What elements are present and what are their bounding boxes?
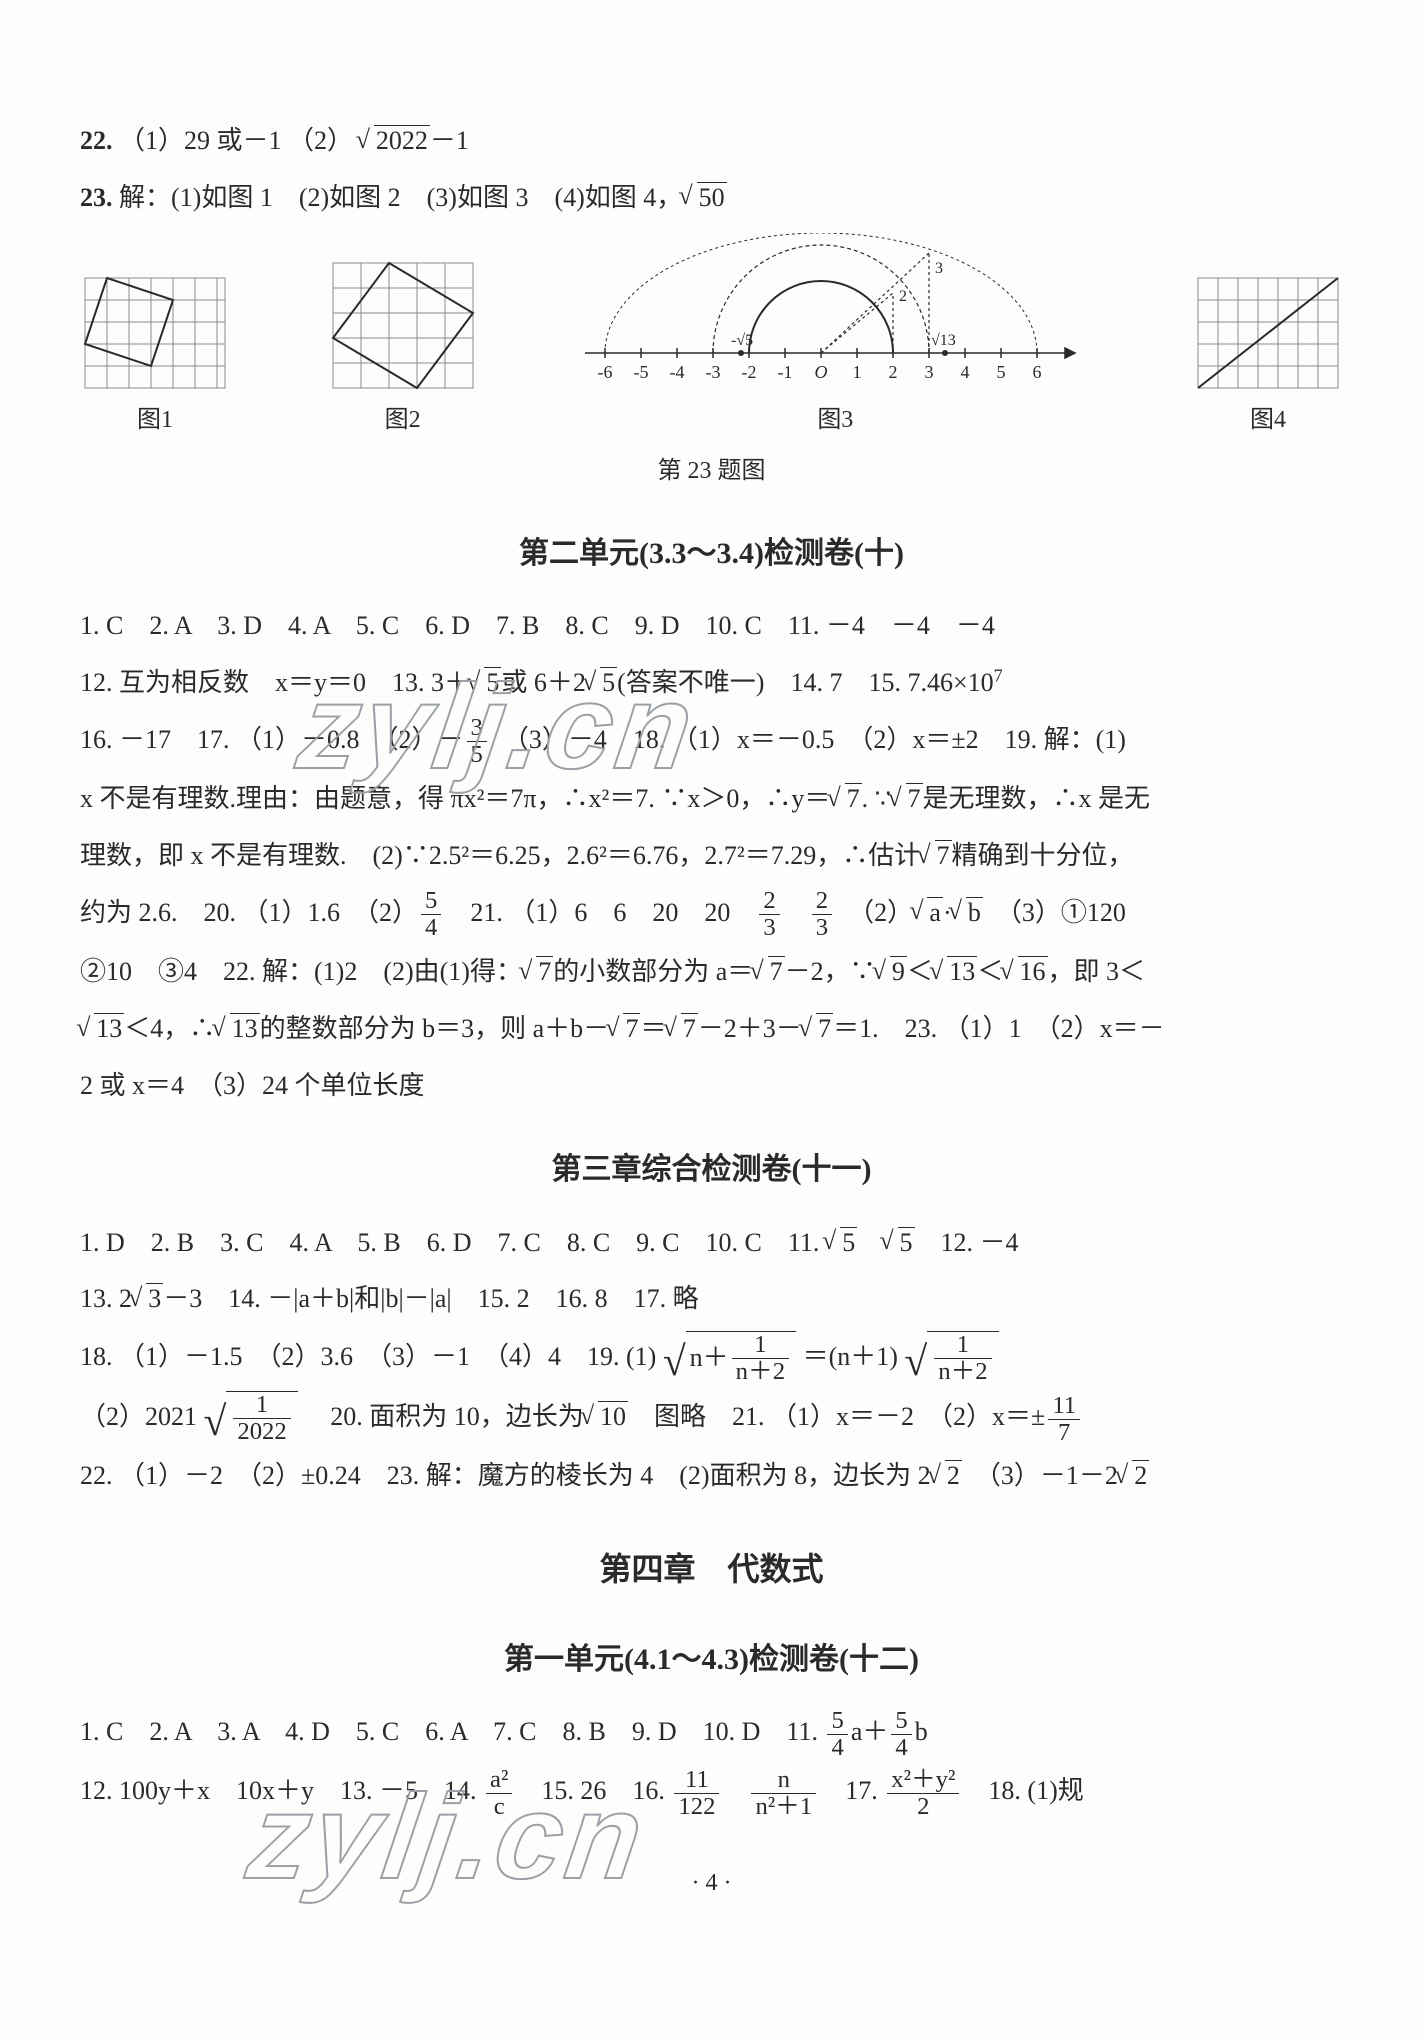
sec12-row1: 1. C 2. A 3. A 4. D 5. C 6. A 7. C 8. B … [80, 1707, 1343, 1760]
q22-part1: （1）29 或－1 [119, 126, 282, 155]
svg-text:2: 2 [889, 362, 898, 382]
sec10-row1: 1. C 2. A 3. D 4. A 5. C 6. D 7. B 8. C … [80, 601, 1343, 652]
chapter-4-title: 第四章 代数式 [80, 1538, 1343, 1600]
answer-22: 22. （1）29 或－1 （2） 2022－1 [80, 116, 1343, 167]
sec11-row1: 1. D 2. B 3. C 4. A 5. B 6. D 7. C 8. C … [80, 1218, 1343, 1269]
sec11-row5: 22. （1）－2 （2）±0.24 23. 解：魔方的棱长为 4 (2)面积为… [80, 1451, 1343, 1502]
figure-4-svg [1193, 273, 1343, 393]
sec10-row9: 2 或 x＝4 （3）24 个单位长度 [80, 1061, 1343, 1112]
sec10-row6: 约为 2.6. 20. （1）1.6 （2）54 21. （1）6 6 20 2… [80, 888, 1343, 941]
sec11-row2: 13. 23－3 14. －|a＋b|和|b|－|a| 15. 2 16. 8 … [80, 1274, 1343, 1325]
figure-4: 图4 [1193, 273, 1343, 444]
sec11-row3: 18. （1）－1.5 （2）3.6 （3）－1 （4）4 19. (1) √n… [80, 1331, 1343, 1385]
svg-text:5: 5 [997, 362, 1006, 382]
q22-num: 22. [80, 126, 113, 155]
svg-text:√13: √13 [931, 332, 956, 349]
svg-text:-2: -2 [742, 362, 757, 382]
q23-sqrt: 50 [682, 173, 726, 224]
figure-row: 图1 图2 [80, 233, 1343, 444]
figure-1: 图1 [80, 273, 230, 444]
svg-text:-5: -5 [634, 362, 649, 382]
figure-1-svg [80, 273, 230, 393]
sec10-row4: x 不是有理数.理由：由题意，得 πx²＝7π，∴x²＝7. ∵x＞0，∴y＝7… [80, 774, 1343, 825]
section-11-title: 第三章综合检测卷(十一) [80, 1141, 1343, 1200]
page-number: · 4 · [80, 1860, 1343, 1907]
q22-part2-label: （2） [288, 126, 353, 155]
sec11-bigsqrt-rhs: √1n＋2 [904, 1331, 998, 1385]
figure-3-svg: -6 -5 -4 -3 -2 -1 O 1 2 3 4 5 6 [575, 233, 1095, 393]
answer-23: 23. 解：(1)如图 1 (2)如图 2 (3)如图 3 (4)如图 4，50 [80, 173, 1343, 224]
sec10-row8: 13＜4，∴13的整数部分为 b＝3，则 a＋b－7＝7－2＋3－7＝1. 23… [80, 1004, 1343, 1055]
svg-text:-3: -3 [706, 362, 721, 382]
sec11-bigsqrt-lhs: √n＋1n＋2 [663, 1331, 796, 1385]
svg-text:6: 6 [1033, 362, 1042, 382]
sec10-row3: 16. －17 17. （1）－0.8 （2）－35 （3）－4 18. （1）… [80, 715, 1343, 768]
sec10-row2: 12. 互为相反数 x＝y＝0 13. 3＋5或 6＋25(答案不唯一) 14.… [80, 658, 1343, 709]
q22-minus1: －1 [430, 126, 469, 155]
figure-3-caption: 图3 [575, 397, 1095, 444]
svg-text:-4: -4 [670, 362, 685, 382]
figure-2-caption: 图2 [328, 397, 478, 444]
figure-3: -6 -5 -4 -3 -2 -1 O 1 2 3 4 5 6 [575, 233, 1095, 444]
svg-text:O: O [815, 362, 828, 382]
svg-text:-1: -1 [778, 362, 793, 382]
section-12-title: 第一单元(4.1～4.3)检测卷(十二) [80, 1631, 1343, 1690]
sec10-row5: 理数，即 x 不是有理数. (2)∵2.5²＝6.25，2.6²＝6.76，2.… [80, 831, 1343, 882]
svg-text:1: 1 [853, 362, 862, 382]
figure-2-svg [328, 258, 478, 393]
figure-4-caption: 图4 [1193, 397, 1343, 444]
section-10-title: 第二单元(3.3～3.4)检测卷(十) [80, 525, 1343, 584]
figure-1-caption: 图1 [80, 397, 230, 444]
svg-text:-√5: -√5 [731, 332, 753, 349]
svg-text:3: 3 [935, 260, 943, 277]
q22-sqrt: 2022 [360, 116, 430, 167]
sec11-bigsqrt-2021: √12022 [204, 1391, 298, 1445]
q23-num: 23. [80, 183, 113, 212]
figure-2: 图2 [328, 258, 478, 444]
svg-text:2: 2 [899, 288, 907, 305]
svg-text:-6: -6 [598, 362, 613, 382]
sec10-row7: ②10 ③4 22. 解：(1)2 (2)由(1)得：7的小数部分为 a＝7－2… [80, 947, 1343, 998]
svg-text:4: 4 [961, 362, 970, 382]
figure-group-caption: 第 23 题图 [80, 448, 1343, 495]
page: 22. （1）29 或－1 （2） 2022－1 23. 解：(1)如图 1 (… [0, 0, 1423, 2041]
sec11-row4: （2）2021 √12022 20. 面积为 10，边长为10 图略 21. （… [80, 1391, 1343, 1445]
q23-text: 解：(1)如图 1 (2)如图 2 (3)如图 3 (4)如图 4， [119, 183, 682, 212]
sec12-row2: 12. 100y＋x 10x＋y 13. －5 14. a²c 15. 26 1… [80, 1766, 1343, 1819]
svg-text:3: 3 [925, 362, 934, 382]
